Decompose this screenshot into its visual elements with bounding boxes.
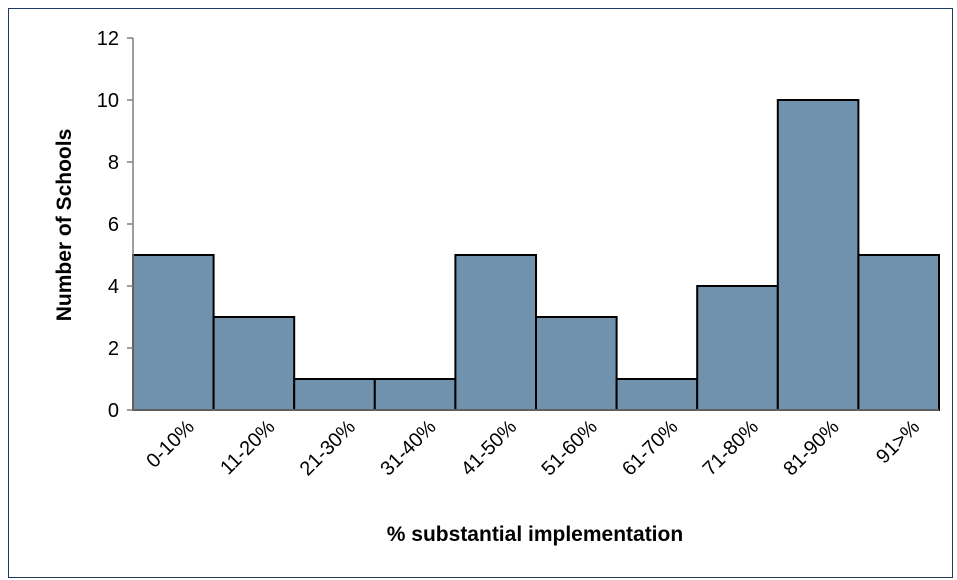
x-tick-label: 51-60% [538,416,602,480]
bar-6 [615,378,699,411]
x-tick-label: 21-30% [296,416,360,480]
x-tick-label: 91>% [872,416,924,468]
y-tick-label: 2 [108,338,119,360]
y-tick-label: 12 [97,28,119,50]
y-tick-label: 8 [108,152,119,174]
axes-group [127,37,939,411]
y-tick-label: 4 [108,276,119,298]
x-tick-label: 31-40% [376,416,440,480]
x-tick-label: 11-20% [216,416,279,479]
bar-2 [293,378,376,411]
bar-8 [776,99,860,411]
y-tick-label: 0 [108,400,119,422]
bar-5 [535,316,618,411]
x-tick-label: 61-70% [618,416,682,480]
y-tick-label: 6 [108,214,119,236]
y-axis-title: Number of Schools [53,129,76,322]
bar-7 [696,285,779,411]
x-tick-label: 0-10% [142,416,199,473]
y-tick-label: 10 [97,90,119,112]
bar-1 [212,316,296,411]
x-tick-label: 41-50% [457,416,521,480]
x-tick-label: 81-90% [779,416,843,480]
bar-3 [373,378,457,411]
x-axis-title: % substantial implementation [387,523,683,546]
bar-0 [132,254,215,411]
x-tick-labels: 0-10% 11-20% 21-30% 31-40% 41-50% 51-60% 61-70… [142,416,924,480]
y-tick-labels: 0 2 4 6 8 10 12 [97,28,119,422]
x-tick-label: 71-80% [699,416,763,480]
bar-9 [857,254,941,411]
bar-4 [454,254,537,411]
bars-group [132,99,941,411]
